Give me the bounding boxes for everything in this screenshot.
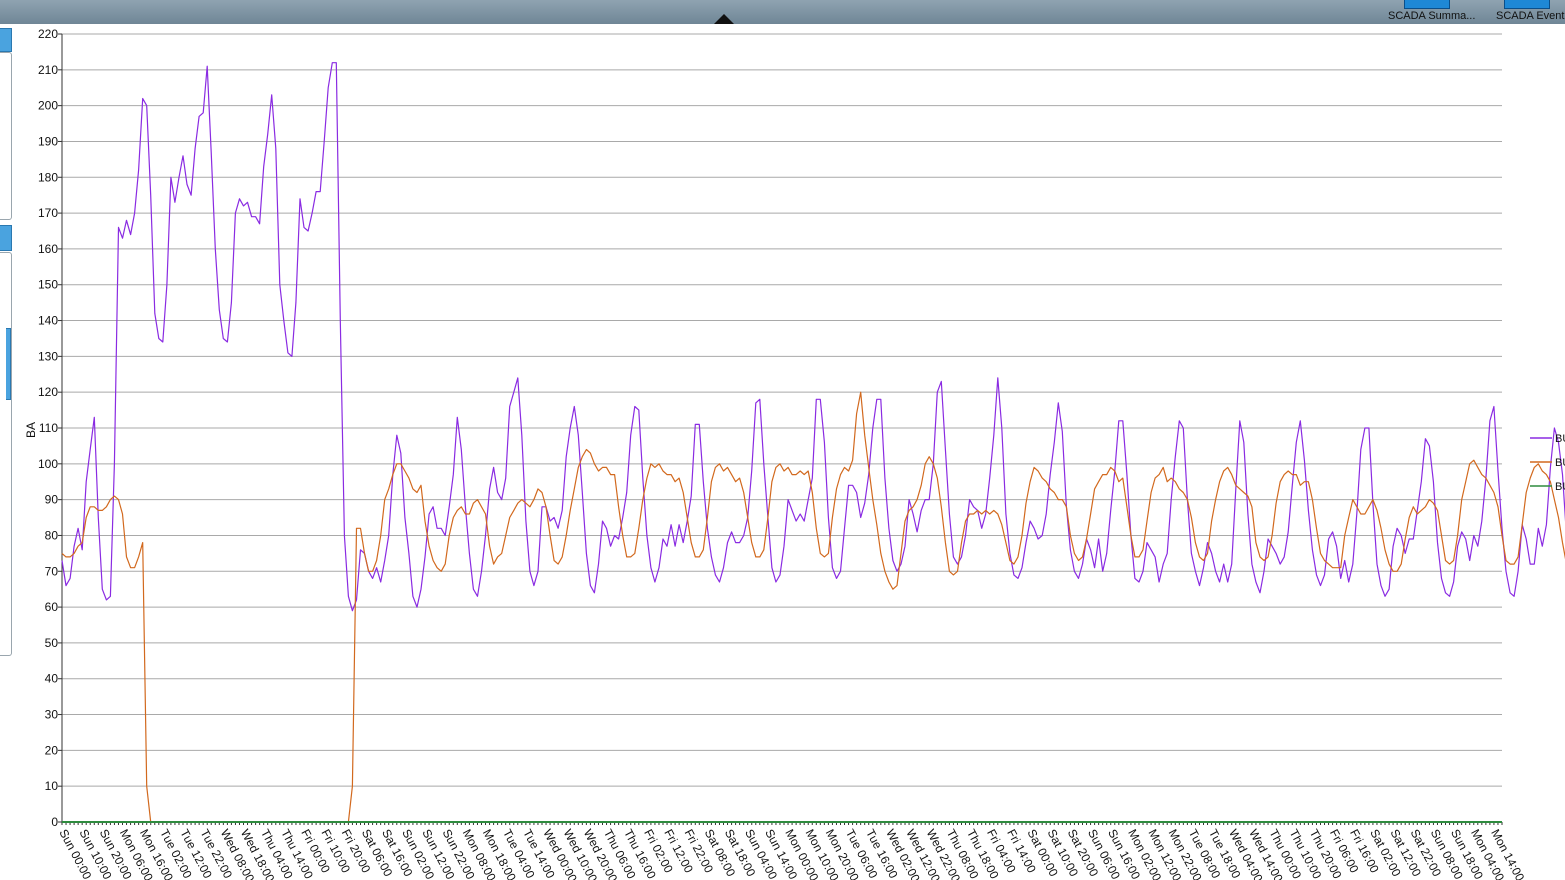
tab-scada-summary-label: SCADA Summa... [1388, 10, 1476, 22]
legend-label: BU [1555, 433, 1565, 445]
y-axis-ticks: 0 10 20 30 40 50 60 70 80 90 100 110 120 130 140 150 160… [38, 27, 62, 829]
series-line-1 [61, 391, 1565, 823]
y-tick-label: 150 [38, 278, 58, 292]
left-panel-tab-2[interactable] [0, 225, 12, 251]
legend-label: BU [1555, 481, 1565, 493]
y-tick-label: 20 [45, 743, 59, 757]
y-tick-label: 30 [45, 708, 59, 722]
y-tick-label: 90 [45, 493, 59, 507]
series-line-0 [61, 62, 1565, 612]
y-tick-label: 10 [45, 779, 59, 793]
y-tick-label: 220 [38, 27, 58, 41]
y-tick-label: 130 [38, 349, 58, 363]
y-tick-label: 170 [38, 206, 58, 220]
left-panel-scrollbar[interactable] [6, 328, 11, 400]
y-tick-label: 180 [38, 170, 58, 184]
y-tick-label: 210 [38, 63, 58, 77]
y-tick-label: 140 [38, 314, 58, 328]
scada-summary-icon [1404, 0, 1450, 9]
y-tick-label: 110 [39, 421, 58, 435]
y-tick-label: 190 [38, 134, 58, 148]
y-tick-label: 80 [45, 528, 59, 542]
legend: BU BU BU [1530, 433, 1565, 493]
left-panel-tab-1[interactable] [0, 28, 12, 52]
legend-label: BU [1555, 457, 1565, 469]
y-tick-label: 160 [38, 242, 58, 256]
series-lines [61, 62, 1565, 823]
y-tick-label: 70 [45, 564, 59, 578]
scada-event-icon [1504, 0, 1550, 9]
window-title-bar: SCADA Summa... SCADA Event [0, 0, 1565, 24]
y-tick-label: 0 [51, 815, 58, 829]
y-tick-label: 200 [38, 99, 58, 113]
y-tick-label: 100 [38, 457, 58, 471]
left-panel-1 [0, 52, 12, 220]
y-tick-label: 60 [45, 600, 59, 614]
collapse-caret-icon[interactable] [714, 14, 734, 24]
grid-lines [62, 33, 1502, 787]
tab-scada-event-label: SCADA Event [1496, 10, 1565, 22]
y-axis-label: BA [24, 422, 38, 438]
y-tick-label: 50 [45, 636, 59, 650]
y-tick-label: 120 [38, 385, 58, 399]
y-tick-label: 40 [45, 672, 59, 686]
